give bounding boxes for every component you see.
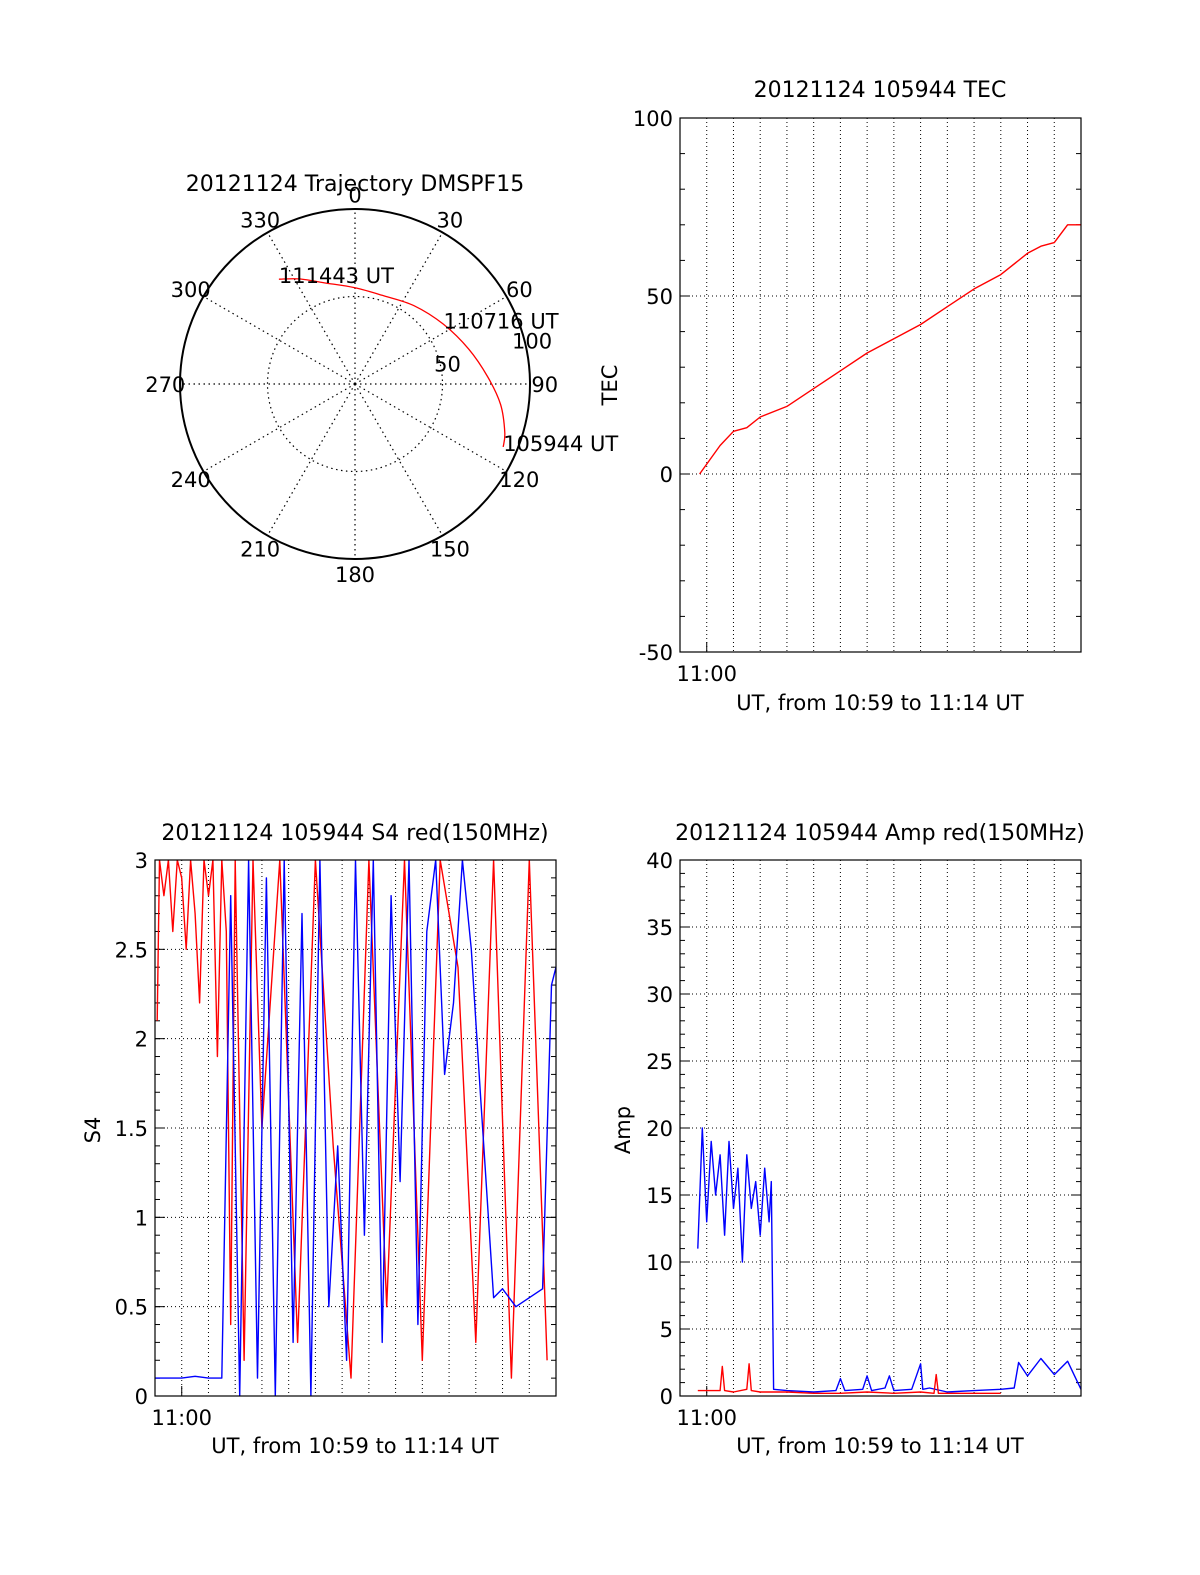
amp-series-group (697, 1127, 1081, 1394)
azimuth-label: 120 (499, 468, 539, 492)
s4-grid: 0 0.5 1 1.5 2 2.5 3 11:00 (115, 849, 556, 1430)
azimuth-label: 300 (171, 278, 211, 302)
azimuth-label: 0 (348, 183, 361, 207)
polar-spoke (354, 383, 507, 473)
ytick-label: 3 (135, 849, 148, 873)
ytick-label: 5 (660, 1318, 673, 1342)
tec-series-group (699, 224, 1081, 475)
polar-spoke (203, 383, 356, 473)
polar-grid (179, 208, 531, 560)
trajectory-title: 20121124 Trajectory DMSPF15 (186, 172, 524, 197)
azimuth-label: 330 (240, 209, 280, 233)
radial-label: 100 (512, 330, 552, 354)
radial-label: 50 (434, 352, 461, 376)
ytick-label: 0 (660, 463, 673, 487)
tec-axes-frame (679, 117, 1082, 653)
xtick-label: 11:00 (676, 662, 737, 686)
s4-ylabel: S4 (81, 1117, 105, 1144)
polar-spoke (354, 383, 444, 536)
s4-series-group (155, 860, 556, 1396)
amp-ylabel: Amp (611, 1106, 635, 1154)
tec-series-0 (699, 224, 1081, 475)
s4-axes-frame (154, 859, 557, 1397)
xtick-label: 11:00 (151, 1406, 212, 1430)
ytick-label: 25 (646, 1050, 673, 1074)
trajectory-track (278, 278, 506, 448)
polar-ring (266, 295, 444, 473)
tec-panel: 20121124 105944 TEC UT, from 10:59 to 11… (598, 78, 1082, 715)
azimuth-label: 240 (171, 468, 211, 492)
s4-title: 20121124 105944 S4 red(150MHz) (161, 821, 548, 846)
tec-xlabel: UT, from 10:59 to 11:14 UT (736, 691, 1024, 715)
amp-panel: 20121124 105944 Amp red(150MHz) UT, from… (611, 821, 1085, 1458)
ytick-label: 0.5 (115, 1296, 148, 1320)
tec-grid: -50 0 50 100 11:00 (633, 107, 1081, 686)
polar-spoke (354, 295, 507, 385)
ytick-label: 1.5 (115, 1117, 148, 1141)
trajectory-line (278, 278, 506, 448)
amp-series-1 (697, 1363, 1001, 1394)
time-annotation: 105944 UT (503, 432, 618, 456)
polar-spoke (354, 232, 444, 385)
ytick-label: 20 (646, 1117, 673, 1141)
polar-spoke (266, 383, 356, 536)
amp-axes-frame (679, 859, 1082, 1397)
ytick-label: 15 (646, 1184, 673, 1208)
amp-grid: 0 5 10 15 20 25 30 35 40 11:00 (646, 849, 1081, 1430)
ytick-label: 40 (646, 849, 673, 873)
amp-series-0 (697, 1127, 1081, 1393)
polar-spoke (266, 232, 356, 385)
ytick-label: 35 (646, 916, 673, 940)
ytick-label: 0 (660, 1385, 673, 1409)
amp-xlabel: UT, from 10:59 to 11:14 UT (736, 1434, 1024, 1458)
s4-series-0 (156, 860, 548, 1379)
ytick-label: 2 (135, 1028, 148, 1052)
ytick-label: 10 (646, 1251, 673, 1275)
s4-series-1 (155, 860, 556, 1396)
polar-spoke (203, 295, 356, 385)
ytick-label: -50 (639, 641, 673, 665)
ytick-label: 1 (135, 1206, 148, 1230)
time-annotation: 110716 UT (443, 309, 558, 333)
amp-title: 20121124 105944 Amp red(150MHz) (675, 821, 1085, 846)
time-annotation: 111443 UT (279, 264, 394, 288)
azimuth-label: 30 (437, 209, 464, 233)
azimuth-label: 150 (430, 537, 470, 561)
azimuth-label: 180 (335, 563, 375, 587)
polar-labels: 0 30 60 90 120 150 180 210 240 270 300 330 50 100 1114… (145, 183, 618, 587)
tec-title: 20121124 105944 TEC (754, 78, 1007, 103)
ytick-label: 100 (633, 107, 673, 131)
ytick-label: 2.5 (115, 938, 148, 962)
azimuth-label: 210 (240, 537, 280, 561)
s4-panel: 20121124 105944 S4 red(150MHz) UT, from … (81, 821, 557, 1458)
ytick-label: 30 (646, 983, 673, 1007)
azimuth-label: 60 (506, 278, 533, 302)
ytick-label: 0 (135, 1385, 148, 1409)
azimuth-label: 90 (531, 373, 558, 397)
xtick-label: 11:00 (676, 1406, 737, 1430)
azimuth-label: 270 (145, 373, 185, 397)
polar-outer-circle (179, 208, 531, 560)
tec-ylabel: TEC (598, 365, 622, 407)
s4-xlabel: UT, from 10:59 to 11:14 UT (211, 1434, 499, 1458)
ytick-label: 50 (646, 285, 673, 309)
trajectory-polar-panel: 20121124 Trajectory DMSPF15 0 30 60 90 120 15… (145, 172, 618, 587)
